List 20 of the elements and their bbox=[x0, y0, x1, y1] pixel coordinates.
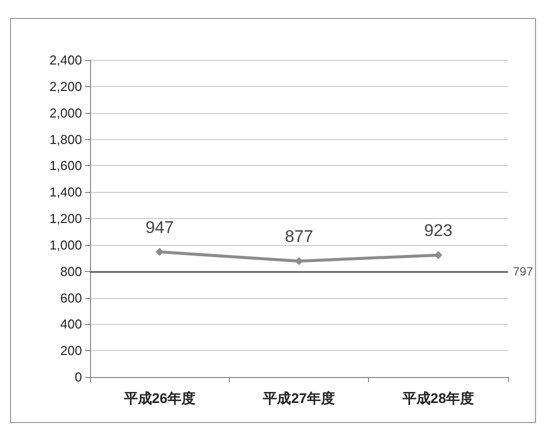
y-tick-label: 1,000 bbox=[49, 237, 82, 252]
y-tick-label: 2,400 bbox=[49, 52, 82, 68]
y-tick-label: 2,200 bbox=[49, 78, 82, 94]
x-tick-label: 平成27年度 bbox=[262, 390, 335, 406]
x-tick-label: 平成26年度 bbox=[122, 390, 196, 406]
y-tick-label: 0 bbox=[74, 370, 82, 384]
ref-line-label: 797 bbox=[513, 264, 534, 279]
y-tick-label: 1,800 bbox=[49, 132, 82, 147]
y-tick-label: 1,600 bbox=[49, 158, 82, 174]
y-tick-label: 2,000 bbox=[49, 105, 82, 120]
y-tick-label: 200 bbox=[60, 343, 82, 358]
y-tick-label: 600 bbox=[60, 290, 82, 306]
data-label: 923 bbox=[424, 221, 453, 240]
y-tick-label: 400 bbox=[60, 316, 82, 332]
x-tick-label: 平成28年度 bbox=[402, 390, 474, 406]
data-label: 877 bbox=[284, 227, 314, 246]
y-tick-label: 1,200 bbox=[49, 211, 82, 226]
y-tick-label: 800 bbox=[60, 264, 82, 279]
data-label: 947 bbox=[145, 218, 174, 237]
y-tick-label: 1,400 bbox=[49, 184, 82, 200]
